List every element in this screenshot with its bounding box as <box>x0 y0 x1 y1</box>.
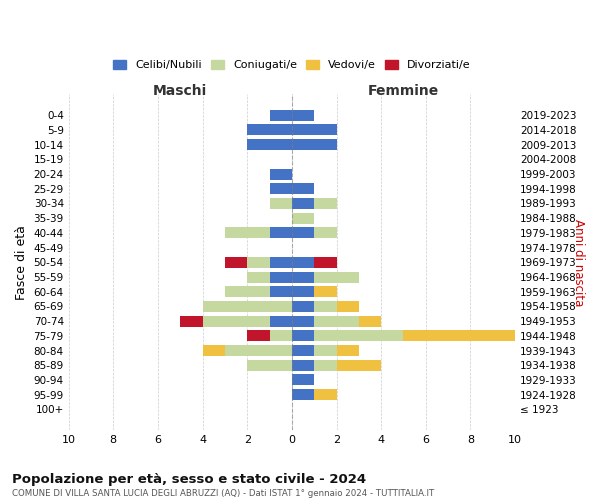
Bar <box>269 316 292 326</box>
Bar <box>203 345 225 356</box>
Y-axis label: Fasce di età: Fasce di età <box>15 225 28 300</box>
Bar <box>314 272 359 282</box>
Bar <box>403 330 515 342</box>
Y-axis label: Anni di nascita: Anni di nascita <box>572 218 585 306</box>
Bar <box>247 330 269 342</box>
Text: COMUNE DI VILLA SANTA LUCIA DEGLI ABRUZZI (AQ) - Dati ISTAT 1° gennaio 2024 - TU: COMUNE DI VILLA SANTA LUCIA DEGLI ABRUZZ… <box>12 489 434 498</box>
Bar <box>292 272 314 282</box>
Text: Maschi: Maschi <box>153 84 208 98</box>
Bar <box>247 272 269 282</box>
Bar <box>314 301 337 312</box>
Bar <box>292 228 314 238</box>
Bar <box>337 301 359 312</box>
Bar <box>359 316 381 326</box>
Bar <box>292 389 314 400</box>
Bar <box>292 345 314 356</box>
Bar <box>247 139 292 150</box>
Bar <box>203 301 292 312</box>
Bar <box>269 330 292 342</box>
Bar <box>292 374 314 386</box>
Bar <box>292 286 314 297</box>
Bar <box>269 272 292 282</box>
Bar <box>292 330 314 342</box>
Bar <box>269 168 292 179</box>
Bar <box>292 316 314 326</box>
Bar <box>314 316 359 326</box>
Bar <box>247 124 292 136</box>
Bar <box>269 257 292 268</box>
Bar <box>314 198 337 209</box>
Bar <box>292 257 314 268</box>
Bar <box>292 124 337 136</box>
Bar <box>292 198 314 209</box>
Text: Femmine: Femmine <box>368 84 439 98</box>
Bar <box>269 110 292 121</box>
Bar <box>269 228 292 238</box>
Bar <box>225 345 292 356</box>
Bar <box>225 286 269 297</box>
Bar <box>314 257 337 268</box>
Bar <box>225 228 269 238</box>
Bar <box>247 360 292 371</box>
Bar <box>269 184 292 194</box>
Bar <box>337 360 381 371</box>
Bar <box>314 345 337 356</box>
Bar <box>292 110 314 121</box>
Bar <box>314 389 337 400</box>
Bar <box>292 212 314 224</box>
Bar <box>269 286 292 297</box>
Bar <box>292 139 337 150</box>
Bar <box>314 228 337 238</box>
Bar <box>225 257 247 268</box>
Legend: Celibi/Nubili, Coniugati/e, Vedovi/e, Divorziati/e: Celibi/Nubili, Coniugati/e, Vedovi/e, Di… <box>110 56 474 74</box>
Bar <box>292 301 314 312</box>
Bar <box>269 198 292 209</box>
Bar <box>314 360 337 371</box>
Bar <box>203 316 269 326</box>
Text: Popolazione per età, sesso e stato civile - 2024: Popolazione per età, sesso e stato civil… <box>12 472 366 486</box>
Bar <box>292 184 314 194</box>
Bar <box>247 257 269 268</box>
Bar <box>314 330 403 342</box>
Bar <box>337 345 359 356</box>
Bar <box>314 286 337 297</box>
Bar <box>180 316 203 326</box>
Bar <box>292 360 314 371</box>
